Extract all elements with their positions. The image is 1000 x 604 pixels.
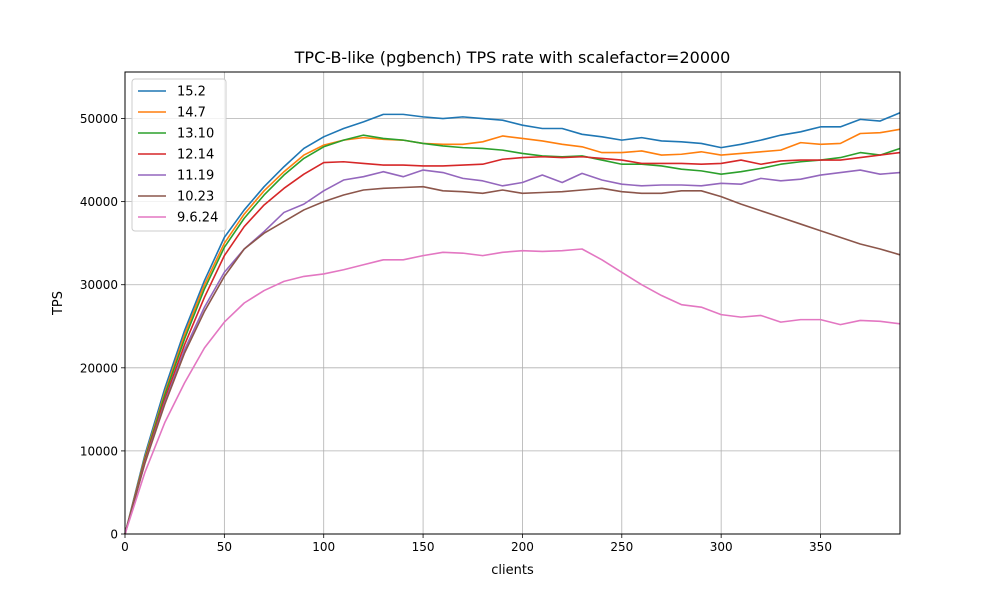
legend-box (131, 78, 227, 232)
y-tick-label: 0 (110, 528, 118, 542)
y-tick-label: 10000 (80, 444, 118, 458)
series-layer (124, 111, 901, 535)
legend-label: 15.2 (177, 85, 206, 100)
series-line-9-6-24 (124, 248, 901, 535)
x-tick-label: 250 (610, 540, 633, 554)
x-tick-label: 100 (312, 540, 335, 554)
y-tick-label: 40000 (80, 195, 118, 209)
series-line-12-14 (124, 151, 901, 535)
series-line-15-2 (124, 111, 901, 535)
legend-items: 15.2 14.7 13.10 12.14 11.19 10.23 9.6.24 (138, 85, 218, 226)
x-tick-label: 50 (217, 540, 232, 554)
legend-label: 11.19 (177, 169, 214, 184)
y-tick-label: 20000 (80, 361, 118, 375)
legend: 15.2 14.7 13.10 12.14 11.19 10.23 9.6.24 (131, 78, 227, 232)
series-line-13-10 (124, 134, 901, 535)
legend-label: 13.10 (177, 127, 214, 142)
x-tick-label: 350 (809, 540, 832, 554)
legend-label: 12.14 (177, 148, 214, 163)
x-tick-label: 300 (710, 540, 733, 554)
y-axis-label: TPS (51, 291, 66, 316)
x-axis-label: clients (491, 563, 534, 578)
plot-frame (124, 71, 901, 535)
x-tick-label: 150 (412, 540, 435, 554)
y-tick-label: 50000 (80, 112, 118, 126)
tick-layer: 0 50 100 150 200 250 300 350 0 10000 20000 30000 400… (80, 112, 832, 554)
y-tick-label: 30000 (80, 278, 118, 292)
series-line-14-7 (124, 128, 901, 535)
chart-title: TPC-B-like (pgbench) TPS rate with scale… (294, 48, 731, 67)
legend-label: 14.7 (177, 106, 206, 121)
legend-label: 9.6.24 (177, 211, 218, 226)
x-tick-label: 0 (121, 540, 129, 554)
series-line-10-23 (124, 185, 901, 535)
legend-label: 10.23 (177, 190, 214, 205)
x-tick-label: 200 (511, 540, 534, 554)
